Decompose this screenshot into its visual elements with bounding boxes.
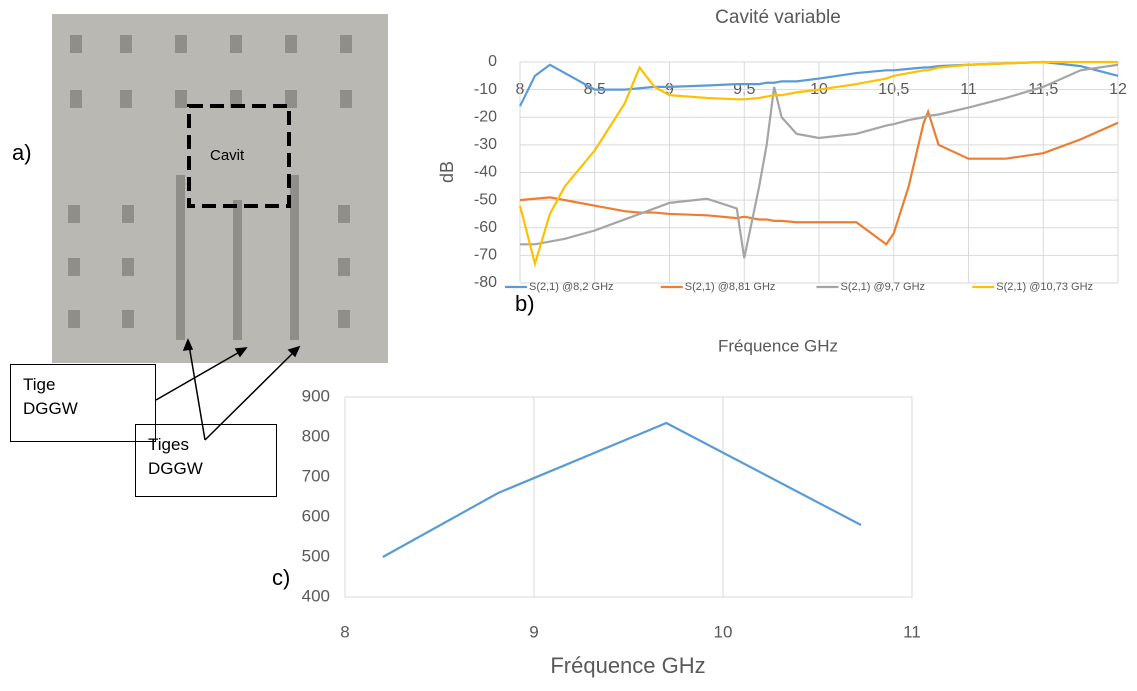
y-tick-label: -70 [474,247,497,264]
y-tick-label: -60 [474,219,497,236]
plot-frame [344,396,913,598]
panel-label: b) [515,291,535,316]
legend-label: S(2,1) @9,7 GHz [841,281,926,293]
y-tick-label: -30 [474,136,497,153]
x-tick-label: 10 [714,622,733,641]
y-axis-label: dB [437,161,457,183]
x-tick-label: 8 [340,622,349,641]
data-line [519,60,1119,107]
data-line [520,63,1119,259]
photo-posts [68,35,352,340]
y-tick-label: 400 [302,586,330,605]
panel-label: a) [12,140,32,165]
legend-label: S(2,1) @8,81 GHz [685,281,776,293]
legend-label: S(2,1) @8,2 GHz [529,281,614,293]
y-tick-label: -20 [474,108,497,125]
y-tick-label: 500 [302,546,330,565]
data-line [382,421,862,558]
legend-label: S(2,1) @10,73 GHz [996,281,1093,293]
data-line [519,108,1119,246]
x-tick-label: 9 [529,622,538,641]
y-tick-label: 800 [302,426,330,445]
cavity-label: Cavit [210,147,245,164]
y-tick-label: -50 [474,191,497,208]
y-tick-label: -40 [474,164,497,181]
y-tick-label: 600 [302,506,330,525]
y-tick-label: 0 [488,53,497,70]
photo [52,14,388,363]
rods-label: Tiges DGGW [135,424,277,497]
x-axis-label: Fréquence GHz [550,653,705,678]
y-tick-label: -80 [474,274,497,291]
cavity-box [187,104,291,208]
x-tick-label: 11 [903,622,921,641]
arrows [155,338,301,441]
x-axis-label: Fréquence GHz [718,336,838,355]
rod-label: Tige DGGW [10,364,156,442]
data-line [518,60,1118,268]
chart-title: Cavité variable [715,7,841,28]
y-tick-label: 900 [302,386,330,405]
y-tick-label: 700 [302,466,330,485]
panel-label: c) [272,565,291,590]
y-tick-label: -10 [474,81,497,98]
